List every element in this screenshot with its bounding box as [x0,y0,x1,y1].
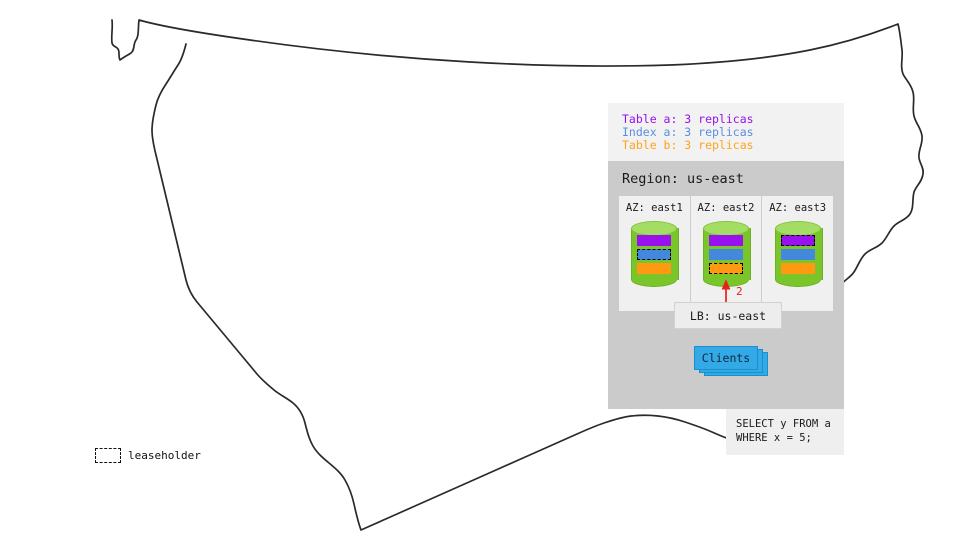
replica-band-table-a [637,235,672,246]
cylinder-top [703,221,749,236]
database-node-east3[interactable] [774,221,823,287]
az-label-east1: AZ: east1 [625,202,683,214]
sql-query-line-2: WHERE x = 5; [736,432,812,444]
replica-band-table-b [637,263,672,274]
az-cell-east3[interactable]: AZ: east3 [762,196,833,311]
cylinder-top [774,221,821,236]
leaseholder-swatch-icon [95,448,121,463]
database-node-east2[interactable] [703,221,751,287]
clients-stack[interactable]: Clients [694,346,768,376]
availability-zone-strip: AZ: east1 AZ: east2 [619,196,833,311]
legend-item-index-a: Index a: 3 replicas [622,125,754,140]
cylinder-top [631,221,678,236]
database-node-east1[interactable] [631,221,680,287]
replica-band-table-b [780,263,815,274]
region-title: Region: us-east [622,171,744,187]
flow-arrow-label: 2 [736,285,743,298]
replica-band-index-a [709,249,743,260]
replica-band-table-a [709,235,743,246]
az-label-east3: AZ: east3 [769,202,827,214]
replica-band-group [780,235,815,274]
legend-item-table-b: Table b: 3 replicas [622,138,754,153]
az-cell-east2[interactable]: AZ: east2 [691,196,763,311]
leaseholder-legend-label: leaseholder [128,449,201,462]
replica-band-table-b-leaseholder [709,263,743,274]
replica-band-table-a-leaseholder [780,235,815,246]
region-panel-us-east: Region: us-east AZ: east1 AZ: [608,161,844,409]
sql-query-box: SELECT y FROM a WHERE x = 5; [726,409,844,455]
clients-label: Clients [701,351,751,365]
az-label-east2: AZ: east2 [697,202,755,214]
replica-legend-panel: Table a: 3 replicas Index a: 3 replicas … [608,103,844,161]
sql-query-line-1: SELECT y FROM a [736,418,831,430]
legend-item-table-a: Table a: 3 replicas [622,112,754,126]
replica-band-index-a [780,249,815,260]
client-card-front[interactable]: Clients [694,346,758,370]
replica-band-group [709,235,743,274]
leaseholder-legend: leaseholder [95,448,201,463]
load-balancer-label: LB: us-east [689,308,767,323]
replica-band-group [637,235,672,274]
load-balancer-box[interactable]: LB: us-east [674,302,782,329]
replica-band-index-a-leaseholder [637,249,672,260]
az-cell-east1[interactable]: AZ: east1 [619,196,691,311]
